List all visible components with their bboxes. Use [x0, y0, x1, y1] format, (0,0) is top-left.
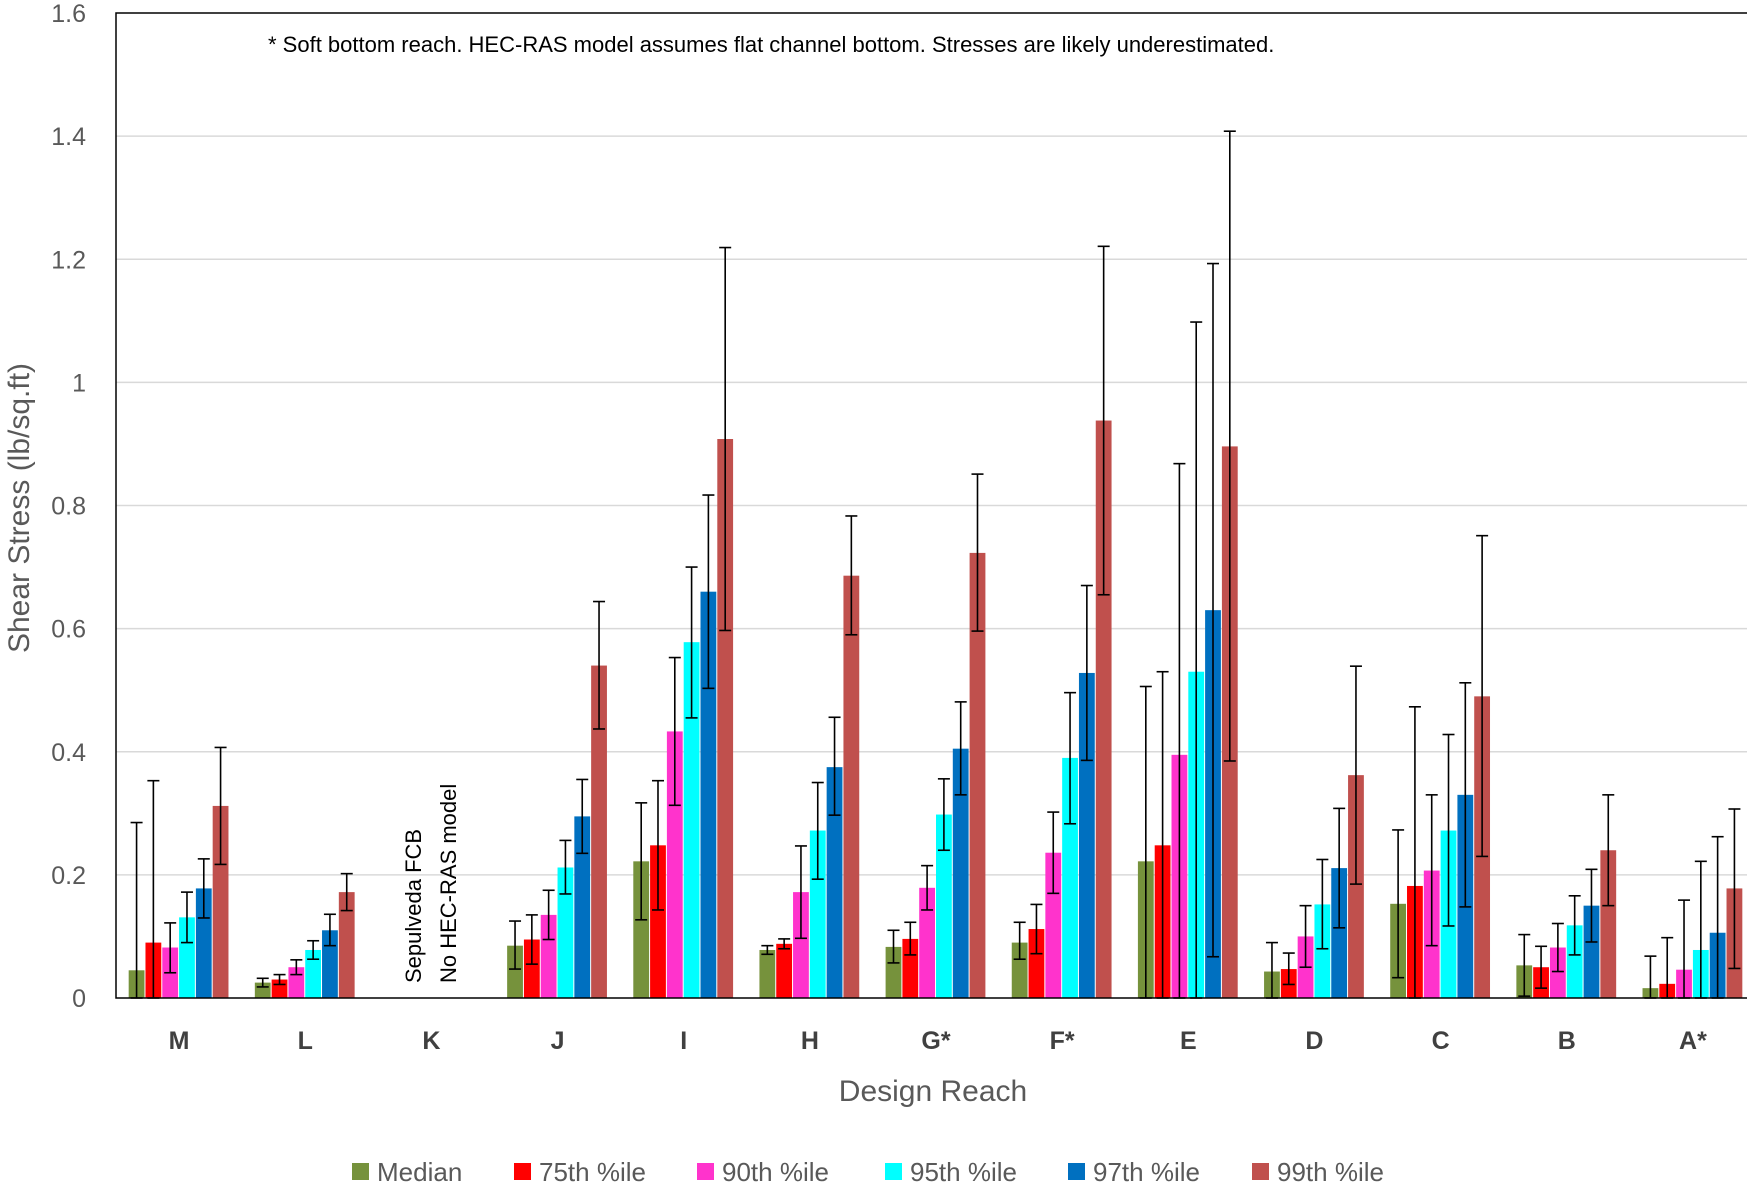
- y-tick-label: 0.6: [51, 616, 86, 644]
- y-axis-title: Shear Stress (lb/sq.ft): [3, 363, 36, 653]
- bar: [212, 805, 229, 998]
- k-note: Sepulveda FCB No HEC-RAS model: [401, 784, 461, 983]
- x-category-label: M: [169, 1027, 190, 1055]
- bar: [179, 917, 195, 998]
- x-category-label: H: [801, 1027, 819, 1055]
- y-tick-label: 1.2: [51, 246, 86, 274]
- legend-label: Median: [377, 1157, 462, 1187]
- bar: [776, 943, 793, 998]
- k-note-line-1: Sepulveda FCB: [401, 829, 426, 983]
- y-tick-label: 0.2: [51, 862, 86, 890]
- bar: [338, 892, 355, 998]
- bar: [1078, 672, 1095, 998]
- bar: [809, 830, 826, 998]
- bar: [1600, 850, 1617, 998]
- bar: [195, 888, 212, 998]
- bar: [507, 945, 523, 998]
- legend-label: 97th %ile: [1093, 1157, 1200, 1187]
- x-category-label: L: [298, 1027, 313, 1055]
- plot-area-border: [115, 12, 1747, 999]
- bar: [936, 814, 952, 998]
- bar: [902, 938, 919, 998]
- bar: [717, 439, 734, 998]
- bar: [322, 930, 338, 998]
- legend-label: 75th %ile: [539, 1157, 646, 1187]
- bar: [683, 642, 700, 998]
- bar: [885, 946, 902, 998]
- bar: [1566, 925, 1583, 998]
- x-axis-category-labels: M L K J I H G* F* E D C B A*: [169, 1027, 1707, 1055]
- y-tick-label: 0.8: [51, 493, 86, 521]
- bar: [591, 665, 607, 998]
- legend-swatch: [514, 1163, 531, 1180]
- bar: [1062, 757, 1078, 998]
- bar: [843, 575, 860, 998]
- k-note-line-2: No HEC-RAS model: [436, 784, 461, 983]
- x-category-label: I: [680, 1027, 687, 1055]
- x-category-label: D: [1305, 1027, 1323, 1055]
- y-axis-ticks: 0 0.2 0.4 0.6 0.8 1 1.2 1.4 1.6: [51, 0, 86, 1013]
- y-tick-label: 0: [72, 985, 86, 1013]
- bar: [1095, 420, 1112, 998]
- bar: [1314, 904, 1331, 998]
- bar: [650, 845, 666, 998]
- bar: [1348, 775, 1364, 998]
- y-tick-label: 1.4: [51, 123, 86, 151]
- bar: [969, 552, 986, 998]
- y-tick-label: 0.4: [51, 739, 86, 767]
- bar: [1583, 905, 1600, 998]
- y-tick-label: 1: [72, 369, 86, 397]
- chart-annotation: * Soft bottom reach. HEC-RAS model assum…: [268, 32, 1274, 57]
- x-category-label: F*: [1050, 1027, 1075, 1055]
- bar: [919, 887, 935, 998]
- x-category-label: K: [422, 1027, 440, 1055]
- legend: Median 75th %ile 90th %ile 95th %ile 97th %i…: [352, 1157, 1384, 1187]
- bar: [633, 861, 650, 998]
- bar: [1331, 868, 1348, 998]
- bar: [1028, 929, 1045, 998]
- bar: [557, 867, 574, 998]
- bar: [826, 767, 843, 998]
- legend-swatch: [885, 1163, 902, 1180]
- legend-label: 95th %ile: [910, 1157, 1017, 1187]
- x-category-label: B: [1558, 1027, 1576, 1055]
- gridlines: [116, 135, 1747, 876]
- legend-swatch: [352, 1163, 369, 1180]
- legend-swatch: [697, 1163, 714, 1180]
- x-category-label: A*: [1679, 1027, 1707, 1055]
- bar: [1549, 947, 1566, 998]
- x-category-label: J: [551, 1027, 565, 1055]
- y-tick-label: 1.6: [51, 0, 86, 28]
- error-bars: [130, 130, 1741, 999]
- bar: [666, 731, 683, 998]
- legend-label: 99th %ile: [1277, 1157, 1384, 1187]
- bar: [540, 914, 557, 998]
- bar: [793, 892, 809, 998]
- bar: [1045, 852, 1062, 998]
- bar: [305, 949, 322, 998]
- legend-swatch: [1252, 1163, 1269, 1180]
- legend-label: 90th %ile: [722, 1157, 829, 1187]
- x-category-label: C: [1432, 1027, 1450, 1055]
- bar: [700, 591, 717, 998]
- bar: [952, 748, 969, 998]
- bar: [523, 939, 540, 998]
- bar: [759, 949, 776, 998]
- x-axis-title: Design Reach: [839, 1075, 1027, 1108]
- bar: [574, 816, 591, 998]
- bar: [1011, 942, 1028, 998]
- legend-swatch: [1068, 1163, 1085, 1180]
- x-category-label: E: [1180, 1027, 1197, 1055]
- x-category-label: G*: [921, 1027, 950, 1055]
